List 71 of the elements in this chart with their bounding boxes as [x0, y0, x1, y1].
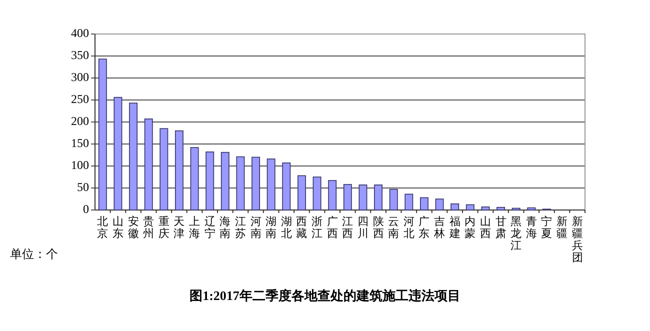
bar: [114, 96, 122, 210]
x-tick-label: 贵州: [143, 215, 154, 240]
bar: [220, 152, 230, 210]
x-tick-label: 四川: [357, 216, 368, 240]
bar: [496, 206, 506, 210]
x-tick-label: 宁夏: [541, 215, 552, 240]
bar: [297, 175, 306, 210]
y-tick-label: 0: [83, 202, 89, 216]
text: 单位：个: [10, 247, 58, 261]
x-tick-label: 黑龙江: [510, 216, 522, 252]
x-tick-label: 山东: [112, 215, 124, 240]
y-tick-label: 200: [71, 114, 89, 128]
bar: [129, 102, 138, 210]
bar: [389, 188, 398, 210]
x-tick-label: 山西: [480, 215, 491, 240]
x-tick-label: 青海: [526, 215, 537, 240]
x-tick-label: 上海: [189, 215, 200, 240]
x-tick-label: 广东: [418, 215, 430, 240]
x-tick-label: 江西: [342, 216, 354, 240]
bar: [481, 206, 490, 210]
x-tick-label: 湖南: [266, 216, 277, 240]
bar: [404, 194, 414, 210]
y-tick-label: 50: [77, 180, 89, 194]
y-tick-label: 300: [71, 70, 89, 84]
x-tick-label: 陕西: [372, 216, 384, 240]
y-tick-label: 150: [71, 136, 89, 150]
bar: [206, 152, 214, 210]
text: 图1:2017年二季度各地查处的建筑施工违法项目: [190, 288, 460, 303]
bar: [358, 184, 368, 210]
bar: [282, 162, 291, 210]
bar: [144, 118, 153, 210]
x-tick-label: 天津: [174, 216, 185, 240]
bar: [174, 130, 184, 210]
x-tick-label: 新疆: [556, 215, 568, 240]
bar: [527, 207, 536, 210]
bar: [466, 204, 474, 210]
x-tick-label: 北京: [97, 215, 108, 240]
x-tick-label: 辽宁: [204, 216, 216, 240]
bar: [374, 184, 383, 210]
y-tick-label: 400: [71, 26, 89, 40]
x-tick-label: 湖北: [280, 216, 292, 240]
x-tick-label: 重庆: [158, 215, 170, 240]
x-tick-label: 西藏: [296, 216, 308, 240]
x-tick-label: 甘肃: [495, 215, 506, 240]
bar: [190, 147, 199, 210]
y-tick-label: 350: [71, 48, 89, 62]
x-tick-label: 河南: [250, 216, 262, 240]
x-tick-label: 吉林: [433, 215, 446, 240]
bar: [236, 156, 245, 210]
x-tick-label: 广西: [326, 215, 338, 240]
y-tick-label: 250: [71, 92, 89, 106]
bar: [420, 197, 428, 210]
x-tick-label: 福建: [448, 215, 460, 240]
x-tick-label: 江苏: [234, 216, 246, 240]
bar: [435, 198, 444, 210]
bar: [160, 128, 168, 210]
bar: [328, 180, 337, 210]
bar: [98, 58, 107, 210]
x-tick-label: 云南: [388, 216, 400, 240]
y-tick-label: 100: [71, 158, 89, 172]
bar: [343, 184, 352, 210]
x-tick-label: 新疆兵团: [572, 215, 583, 264]
bar: [312, 176, 322, 210]
bar: [252, 156, 260, 210]
x-tick-label: 浙江: [312, 215, 323, 240]
x-tick-label: 安徽: [128, 215, 139, 240]
x-tick-label: 内蒙: [464, 215, 476, 240]
x-tick-label: 河北: [403, 216, 414, 240]
bar: [266, 158, 276, 210]
bar: [450, 203, 460, 210]
x-tick-label: 海南: [220, 216, 231, 240]
